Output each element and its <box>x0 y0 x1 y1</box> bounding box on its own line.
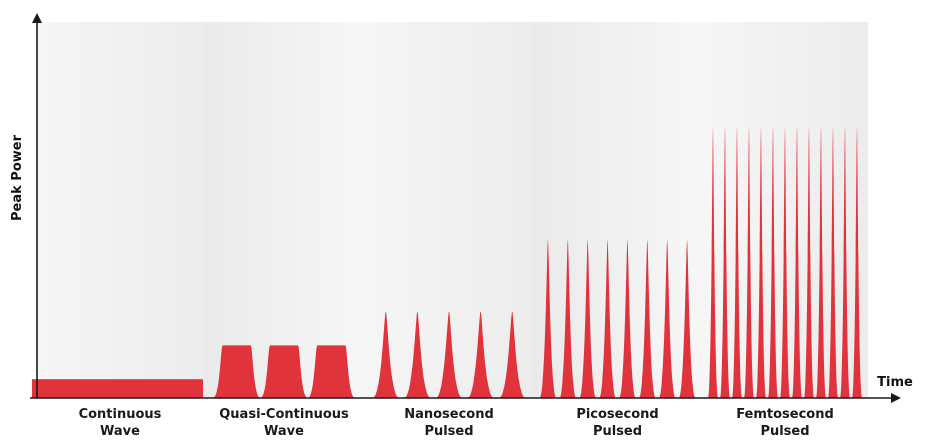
pulse <box>851 127 863 398</box>
category-panels <box>37 22 868 398</box>
pulse <box>791 127 803 398</box>
pulse <box>599 240 616 398</box>
category-label-continuous-wave: Continuous Wave <box>79 407 162 439</box>
category-label-nanosecond-pulsed: Nanosecond Pulsed <box>404 407 494 439</box>
pulse <box>839 127 851 398</box>
pulse-trains <box>32 127 863 398</box>
pulse <box>707 127 719 398</box>
category-label-picosecond-pulsed: Picosecond Pulsed <box>576 407 658 439</box>
pulse <box>731 127 743 398</box>
y-axis-label: Peak Power <box>10 134 25 221</box>
continuous-signal <box>32 379 203 398</box>
quasi-cw-pulse <box>213 345 261 398</box>
quasi-cw-pulse <box>307 345 355 398</box>
pulse <box>815 127 827 398</box>
pulse <box>767 127 779 398</box>
pulse <box>579 240 597 398</box>
category-label-quasi-continuous-wave: Quasi-Continuous Wave <box>219 407 349 439</box>
pulse <box>743 127 755 398</box>
pulse <box>539 240 557 398</box>
pulse <box>638 240 656 398</box>
pulse <box>719 127 731 398</box>
category-label-femtosecond-pulsed: Femtosecond Pulsed <box>736 407 834 439</box>
panel-picosecond-pulsed <box>533 22 702 398</box>
pulse <box>619 240 636 398</box>
pulse <box>678 240 696 398</box>
quasi-cw-pulse <box>260 345 308 398</box>
pulse <box>827 127 839 398</box>
x-axis-label: Time <box>877 375 913 390</box>
pulse <box>498 311 526 398</box>
pulse <box>779 127 791 398</box>
pulse <box>372 311 400 398</box>
pulse <box>559 240 577 398</box>
panel-quasi-continuous-wave <box>203 22 365 398</box>
pulse <box>658 240 676 398</box>
pulse <box>803 127 815 398</box>
category-labels: Continuous Wave Quasi-Continuous Wave Nanose… <box>79 407 834 439</box>
panel-continuous-wave <box>37 22 203 398</box>
pulse <box>435 311 463 398</box>
pulse <box>467 311 494 398</box>
pulse <box>755 127 767 398</box>
pulse <box>404 311 431 398</box>
